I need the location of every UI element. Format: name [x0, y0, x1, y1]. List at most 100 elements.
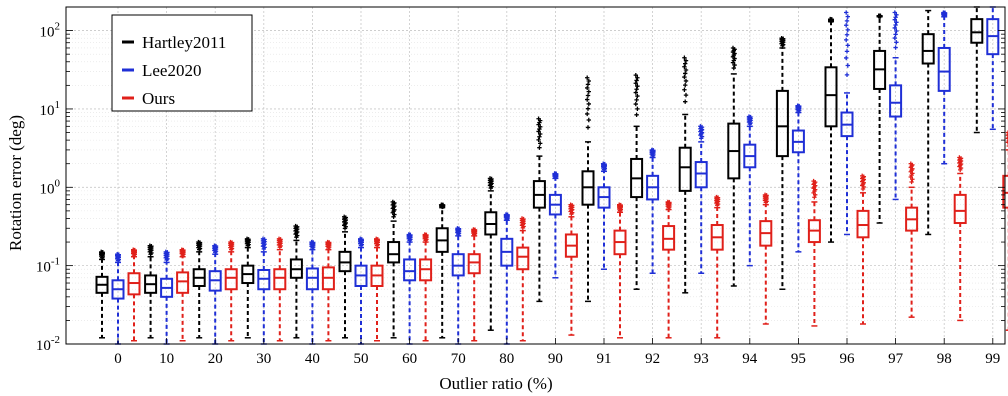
box-hartley2011-30: [241, 236, 255, 339]
box-plots: [95, 6, 1008, 345]
x-tick-label: 99: [985, 351, 1000, 367]
outlier-marker: [99, 249, 104, 255]
x-tick-label: 92: [645, 351, 660, 367]
box-iqr: [937, 46, 951, 92]
box-ours-93: [710, 194, 724, 339]
outlier-marker: [342, 214, 347, 220]
box-iqr: [694, 161, 708, 189]
box-ours-96: [856, 173, 870, 325]
box-hartley2011-99: [970, 6, 984, 134]
box-hartley2011-0: [95, 249, 109, 339]
outlier-marker: [519, 216, 525, 221]
outlier-marker: [115, 251, 120, 257]
box-iqr: [224, 268, 238, 291]
x-tick-label: 94: [742, 351, 758, 367]
box-hartley2011-98: [921, 9, 935, 236]
outlier-marker: [163, 249, 168, 255]
outlier-marker: [585, 97, 590, 102]
outlier-marker: [1006, 136, 1008, 138]
box-lee2020-90: [548, 171, 562, 279]
outlier-marker: [147, 243, 152, 248]
outlier-marker: [844, 55, 849, 61]
outlier-marker: [635, 106, 640, 112]
box-hartley2011-60: [387, 199, 401, 339]
outlier-marker: [586, 101, 591, 107]
y-tick-labels: 10-2 10-1 100 101 102: [36, 21, 61, 354]
box-ours-80: [516, 216, 530, 342]
outlier-marker: [585, 125, 591, 130]
outlier-marker: [585, 82, 591, 87]
outlier-marker: [1006, 133, 1008, 135]
outlier-marker: [683, 61, 688, 66]
box-hartley2011-92: [630, 72, 644, 290]
outlier-marker: [845, 14, 850, 19]
outlier-marker: [1006, 140, 1008, 142]
outlier-marker: [746, 114, 752, 119]
box-hartley2011-10: [144, 243, 158, 339]
x-tick-labels: 0 10 20 30 40 50 60 70 80 90 91 92 93 94 95 96 97 98 99: [114, 351, 1000, 367]
legend-label-lee2020: Lee2020: [142, 61, 201, 80]
outlier-marker: [536, 116, 541, 121]
box-ours-95: [807, 178, 821, 327]
outlier-marker: [698, 124, 703, 129]
box-lee2020-10: [160, 249, 174, 345]
box-lee2020-98: [937, 10, 951, 165]
outlier-marker: [585, 75, 590, 80]
box-lee2020-80: [500, 212, 514, 345]
box-iqr: [970, 18, 984, 44]
outlier-marker: [260, 236, 266, 242]
box-lee2020-93: [694, 124, 708, 274]
outlier-marker: [683, 92, 689, 98]
outlier-marker: [455, 226, 460, 231]
outlier-marker: [635, 83, 640, 89]
outlier-marker: [811, 178, 816, 184]
outlier-marker: [212, 243, 217, 248]
outlier-marker: [439, 202, 444, 207]
outlier-marker: [537, 126, 542, 132]
outlier-marker: [762, 192, 768, 198]
box-ours-94: [759, 192, 773, 325]
outlier-marker: [844, 10, 849, 15]
outlier-marker: [552, 171, 557, 176]
outlier-marker: [635, 93, 640, 99]
outlier-marker: [845, 27, 850, 33]
outlier-marker: [649, 147, 654, 153]
outlier-marker: [487, 176, 493, 181]
x-tick-label: 30: [256, 351, 271, 367]
box-ours-20: [224, 239, 238, 342]
outlier-marker: [131, 247, 136, 252]
outlier-marker: [633, 81, 638, 86]
outlier-marker: [634, 112, 639, 117]
outlier-marker: [585, 93, 591, 98]
box-iqr: [387, 241, 401, 264]
x-tick-label: 95: [791, 351, 806, 367]
outlier-marker: [179, 247, 184, 252]
box-iqr: [824, 66, 838, 128]
legend-label-ours: Ours: [142, 89, 175, 108]
x-tick-label: 96: [840, 351, 856, 367]
outlier-marker: [910, 177, 915, 182]
box-hartley2011-95: [775, 35, 789, 290]
box-hartley2011-70: [435, 202, 449, 339]
box-ours-92: [662, 199, 676, 339]
box-ours-98: [953, 155, 967, 322]
outlier-marker: [714, 194, 719, 200]
box-lee2020-97: [889, 10, 903, 201]
box-lee2020-94: [743, 114, 757, 267]
outlier-marker: [828, 16, 833, 22]
box-ours-91: [613, 202, 627, 339]
box-hartley2011-90: [532, 116, 546, 303]
outlier-marker: [779, 35, 784, 41]
outlier-marker: [537, 134, 542, 139]
outlier-marker: [683, 67, 689, 73]
x-tick-label: 90: [548, 351, 563, 367]
outlier-marker: [812, 195, 817, 200]
outlier-marker: [908, 161, 913, 166]
outlier-marker: [538, 141, 543, 146]
outlier-marker: [471, 227, 476, 232]
box-ours-30: [273, 236, 287, 342]
box-iqr: [775, 89, 789, 158]
box-hartley2011-80: [484, 176, 498, 331]
outlier-marker: [374, 236, 379, 242]
